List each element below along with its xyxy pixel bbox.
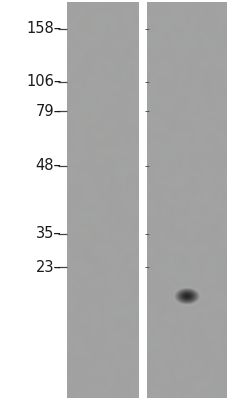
Bar (138, 2, 146, 398)
Text: 23–: 23– (36, 260, 61, 275)
Text: 106–: 106– (26, 74, 61, 90)
Text: 79–: 79– (35, 104, 61, 119)
Text: 48–: 48– (36, 158, 61, 174)
Text: 158–: 158– (26, 21, 61, 36)
Text: 35–: 35– (36, 226, 61, 242)
